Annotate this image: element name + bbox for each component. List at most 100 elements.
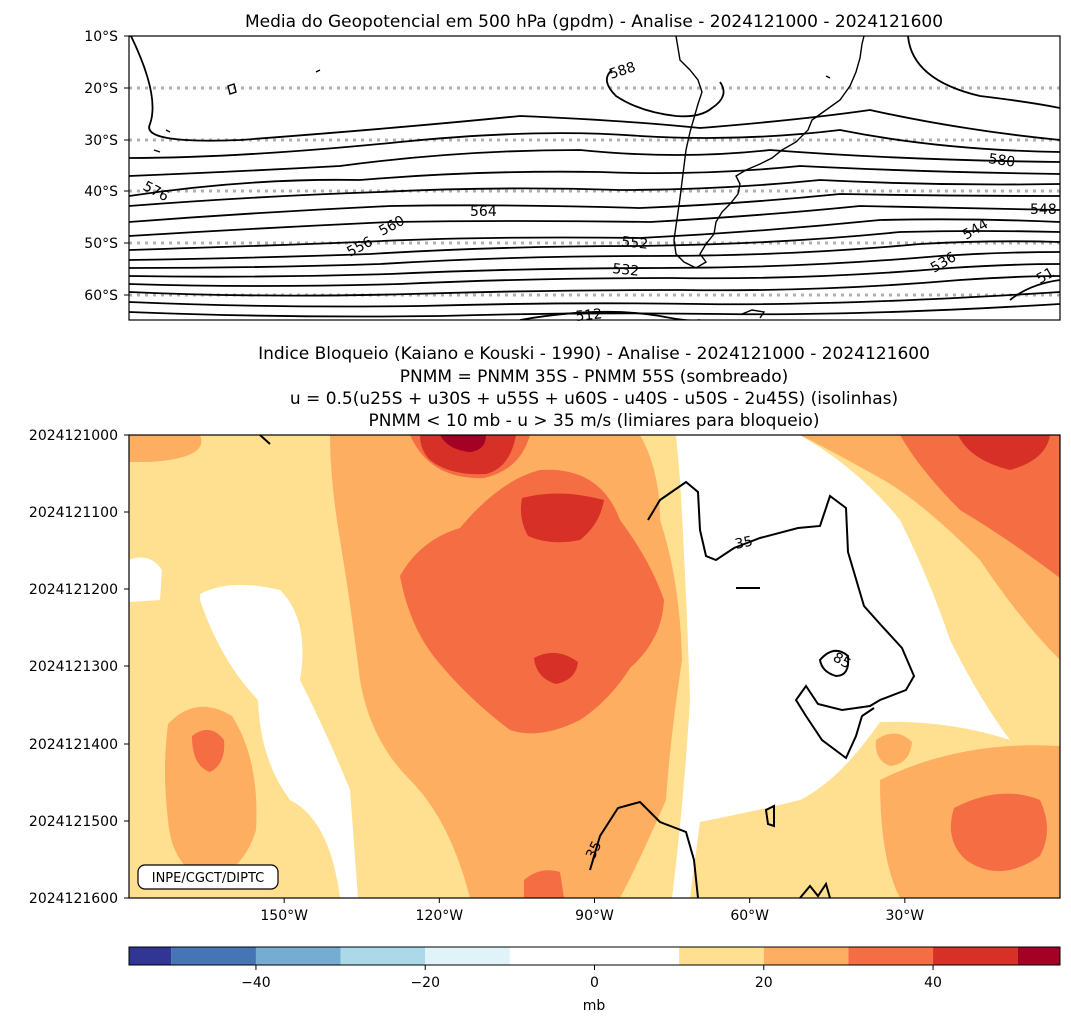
fill-white-far-west	[129, 557, 162, 602]
x-tick-label: 60°W	[730, 908, 769, 924]
isoline-label-35-bottom: 35	[583, 839, 605, 862]
fill-30-40-south-east	[950, 793, 1047, 872]
x-tick-label: 30°W	[885, 908, 924, 924]
y-tick-2024121500: 2024121500	[29, 814, 118, 830]
colorbar-segment	[594, 947, 680, 965]
colorbar-tick-label: 0	[590, 975, 599, 991]
colorbar-segment	[255, 947, 341, 965]
contour-528	[129, 303, 1060, 318]
contour-51x	[1009, 279, 1060, 301]
contour-label-580: 580	[987, 151, 1016, 171]
isoline-labels: 35 85 35	[583, 534, 853, 862]
fill-40-50-central	[520, 493, 604, 543]
contour-580	[129, 129, 1060, 159]
fill-20-30-small-east	[875, 733, 912, 766]
contour-588-east	[907, 36, 1060, 109]
colorbar-segment	[763, 947, 849, 965]
contour-584	[129, 36, 1060, 142]
south-pacific-islands	[153, 69, 831, 153]
bottom-x-ticks: 150°W 120°W 90°W 60°W 30°W	[260, 898, 924, 924]
contour-532	[129, 291, 1060, 308]
fill-40-50-small	[534, 652, 578, 684]
contour-588	[606, 69, 725, 118]
inpe-annotation: INPE/CGCT/DIPTC	[137, 864, 279, 890]
contour-label-51: 51	[1034, 265, 1057, 288]
contour-552	[129, 230, 1060, 261]
colorbar-tick-label: −20	[410, 975, 440, 991]
contour-label-576: 576	[140, 178, 171, 205]
y-tick-10s: 10°S	[84, 29, 118, 45]
x-tick-label: 120°W	[416, 908, 464, 924]
y-tick-2024121200: 2024121200	[29, 582, 118, 598]
bottom-title-line-1: Indice Bloqueio (Kaiano e Kouski - 1990)…	[258, 344, 930, 364]
bottom-title-line-4: PNMM < 10 mb - u > 35 m/s (limiares para…	[369, 411, 820, 431]
y-tick-60s: 60°S	[84, 288, 118, 304]
isoline-small-3	[259, 435, 271, 445]
isoline-label-35-top: 35	[734, 534, 755, 553]
bottom-title-line-3: u = 0.5(u25S + u30S + u55S + u60S - u40S…	[290, 389, 898, 409]
bottom-title-line-2: PNMM = PNMM 35S - PNMM 55S (sombreado)	[400, 367, 789, 387]
contour-564	[129, 193, 1060, 223]
colorbar-segment	[425, 947, 510, 965]
fill-white-east-gap	[852, 656, 880, 690]
fill-white-west	[200, 584, 358, 898]
island-outline	[227, 83, 237, 95]
fill-white-south-america	[672, 435, 1010, 898]
lat-gridlines	[129, 86, 1060, 297]
bottom-y-ticks: 2024121000 2024121100 2024121200 2024121…	[29, 428, 129, 907]
contour-512	[519, 310, 700, 320]
contour-548	[129, 240, 1060, 269]
colorbar-segment	[509, 947, 595, 965]
x-tick-label: 150°W	[260, 908, 308, 924]
isoline-small-1	[764, 804, 775, 828]
top-y-ticks: 10°S 20°S 30°S 40°S 50°S 60°S	[84, 29, 129, 304]
colorbar-segment	[129, 947, 172, 965]
colorbar	[129, 947, 1060, 965]
u-isolines	[259, 435, 916, 898]
contour-544	[129, 251, 1060, 278]
south-america-coast	[673, 36, 865, 269]
contour-label-564: 564	[470, 204, 497, 220]
contour-label-560: 560	[376, 213, 407, 240]
contour-label-556: 556	[344, 234, 375, 261]
y-tick-2024121000: 2024121000	[29, 428, 118, 444]
contour-540	[129, 263, 1060, 287]
bottom-title: Indice Bloqueio (Kaiano e Kouski - 1990)…	[258, 344, 930, 431]
fill-30-40-east-top	[900, 435, 1060, 578]
colorbar-tick-label: 40	[924, 975, 942, 991]
fill-30-40-bottom	[524, 870, 564, 898]
isoline-small-2	[799, 881, 831, 898]
colorbar-segment	[171, 947, 256, 965]
colorbar-segment	[679, 947, 764, 965]
colorbar-label: mb	[583, 998, 606, 1014]
isoline-label-85: 85	[830, 650, 853, 673]
contour-560	[129, 205, 1060, 237]
contour-label-588: 588	[607, 59, 637, 82]
top-map	[129, 36, 1060, 320]
fill-40-50-east-top	[958, 435, 1050, 470]
geopotential-contours	[129, 36, 1060, 320]
y-tick-20s: 20°S	[84, 81, 118, 97]
contour-536	[129, 275, 1060, 297]
colorbar-segment	[933, 947, 1018, 965]
colorbar-segment	[848, 947, 934, 965]
y-tick-30s: 30°S	[84, 133, 118, 149]
fill-20-30-west-top	[129, 435, 202, 462]
colorbar-segment	[340, 947, 426, 965]
colorbar-ticks: −40 −20 0 20 40	[241, 965, 942, 991]
isoline-35-northeast	[647, 480, 916, 760]
x-tick-label: 90°W	[575, 908, 614, 924]
colorbar-tick-label: −40	[241, 975, 271, 991]
contour-label-552: 552	[621, 234, 649, 253]
contour-label-532: 532	[612, 261, 640, 280]
contour-572	[129, 165, 1060, 197]
coastlines	[153, 36, 865, 319]
isoline-35-south	[589, 800, 699, 898]
colorbar-segment	[1017, 947, 1060, 965]
fill-50-plus	[440, 435, 486, 452]
hovmoller-field	[129, 435, 1060, 898]
top-title: Media do Geopotencial em 500 hPa (gpdm) …	[245, 12, 943, 32]
y-tick-2024121300: 2024121300	[29, 659, 118, 675]
isoline-85	[818, 649, 850, 678]
